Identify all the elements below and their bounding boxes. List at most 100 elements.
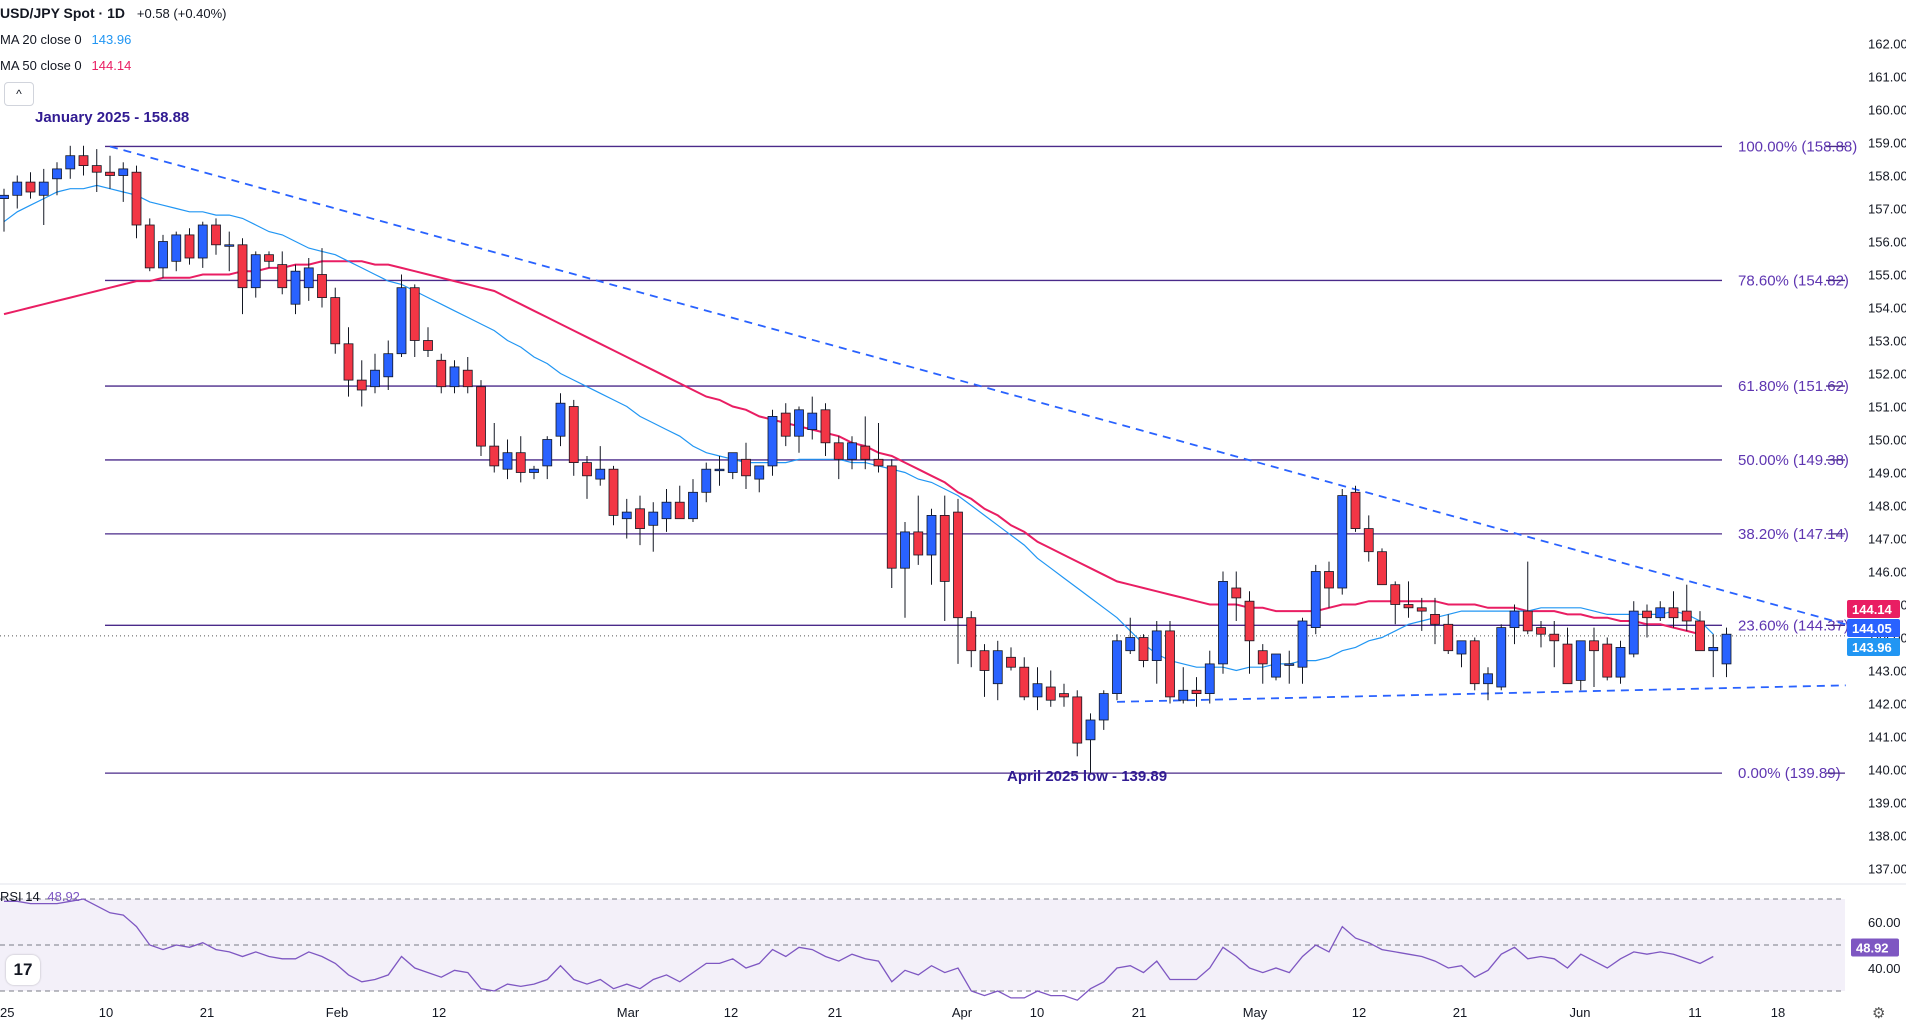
candle-body xyxy=(913,531,924,556)
candle-body xyxy=(1509,610,1520,628)
price-tick-label: 151.00 xyxy=(1868,400,1906,415)
candle xyxy=(1695,611,1705,652)
candle-body xyxy=(582,462,592,477)
time-tick-label: 21 xyxy=(1453,1005,1467,1020)
candle xyxy=(383,340,394,390)
candle xyxy=(91,149,102,192)
candle xyxy=(184,228,195,265)
time-axis[interactable]: 2025 10 21 Feb 12 Mar 12 21 Apr 10 21 May 12 21 Jun 11 1… xyxy=(0,1005,1785,1020)
collapse-legend-button[interactable]: ^ xyxy=(4,82,34,106)
candle xyxy=(65,145,76,179)
price-axis[interactable]: 137.00 138.00 139.00 140.00 141.00 142.00 143.… xyxy=(1868,37,1906,877)
candle xyxy=(1112,634,1122,701)
candle xyxy=(1191,677,1202,707)
candle xyxy=(476,380,486,456)
symbol-title[interactable]: USD/JPY Spot · 1D xyxy=(0,5,125,21)
candle-body xyxy=(1324,571,1334,589)
candle xyxy=(330,287,341,354)
price-tag-box xyxy=(1847,638,1900,656)
candle-body xyxy=(449,366,460,388)
candle-body xyxy=(1363,528,1374,553)
fib-level-label: 38.20% (147.14) xyxy=(1738,526,1849,543)
fibonacci-levels: 100.00% (158.88) 78.60% (154.82) 61.80% (1… xyxy=(0,138,1857,782)
price-tick-label: 148.00 xyxy=(1868,499,1906,514)
gear-icon[interactable]: ⚙ xyxy=(1872,1005,1886,1022)
candle xyxy=(913,495,924,565)
candle-body xyxy=(515,452,526,473)
candle xyxy=(78,145,89,176)
fib-level-label: 50.00% (149.38) xyxy=(1738,452,1849,469)
candle xyxy=(926,508,937,585)
candle-body xyxy=(0,194,9,200)
candle xyxy=(635,495,645,546)
price-tick-label: 141.00 xyxy=(1868,730,1906,745)
candle xyxy=(52,162,62,196)
candle-body xyxy=(1310,571,1321,628)
candle-body xyxy=(1284,663,1295,666)
candle xyxy=(582,456,592,499)
candle xyxy=(1522,561,1533,635)
time-tick-label: Feb xyxy=(326,1005,348,1020)
candle-body xyxy=(939,515,950,582)
candle-body xyxy=(1337,495,1348,589)
rsi-legend[interactable]: RSI 14 48.92 xyxy=(0,889,80,904)
symbol-row[interactable]: USD/JPY Spot · 1D +0.58 (+0.40%) xyxy=(0,0,227,26)
candle xyxy=(780,403,791,447)
price-tick-label: 147.00 xyxy=(1868,532,1906,547)
candle xyxy=(224,231,235,272)
candle xyxy=(1138,634,1149,668)
candle-body xyxy=(688,491,698,520)
candle xyxy=(1204,650,1215,704)
candle-body xyxy=(1708,647,1719,652)
price-tick-label: 146.00 xyxy=(1868,565,1906,580)
annotations: January 2025 - 158.88 April 2025 low - 1… xyxy=(35,109,1167,785)
time-tick-label: 10 xyxy=(1030,1005,1044,1020)
candle-body xyxy=(502,452,513,470)
candle-body xyxy=(595,468,606,480)
ma50-legend[interactable]: MA 50 close 0 144.14 xyxy=(0,52,227,78)
price-tick-label: 162.00 xyxy=(1868,37,1906,52)
ma20-legend[interactable]: MA 20 close 0 143.96 xyxy=(0,26,227,52)
candle-body xyxy=(1469,640,1480,685)
candle-body xyxy=(1390,584,1401,605)
candle xyxy=(515,436,526,483)
tradingview-logo[interactable]: 17 xyxy=(6,955,40,985)
candle-body xyxy=(1045,686,1056,701)
candle-body xyxy=(1522,610,1533,632)
candle-body xyxy=(833,442,844,460)
time-tick-label: 18 xyxy=(1771,1005,1785,1020)
candle xyxy=(1178,667,1189,704)
candle xyxy=(1469,637,1480,691)
price-tag: 144.05 xyxy=(1847,619,1900,637)
ma20-label: MA 20 close 0 xyxy=(0,32,82,47)
candle-body xyxy=(674,501,685,520)
candle-body xyxy=(568,406,579,463)
candle xyxy=(1072,690,1083,757)
candle-body xyxy=(1244,600,1255,642)
candle-body xyxy=(780,412,791,437)
candle-body xyxy=(1642,610,1652,619)
price-tag-label: 144.14 xyxy=(1852,602,1893,617)
price-tick-label: 139.00 xyxy=(1868,796,1906,811)
candle xyxy=(131,165,142,239)
candle xyxy=(1324,561,1334,608)
rsi-tick-label: 60.00 xyxy=(1868,915,1901,930)
candle xyxy=(290,264,301,315)
price-tick-label: 158.00 xyxy=(1868,169,1906,184)
candle-body xyxy=(1628,610,1639,655)
candle xyxy=(847,436,857,470)
price-tick-label: 142.00 xyxy=(1868,697,1906,712)
candle-body xyxy=(476,386,486,447)
candle xyxy=(794,406,804,453)
time-tick-label: Mar xyxy=(617,1005,640,1020)
candle-body xyxy=(754,465,765,480)
candle xyxy=(1668,591,1679,628)
candle-body xyxy=(91,165,102,173)
candle xyxy=(171,231,182,272)
candle xyxy=(356,360,367,407)
candle-body xyxy=(1549,633,1560,642)
time-tick-label: 11 xyxy=(1688,1005,1702,1020)
candle xyxy=(900,522,910,618)
time-tick-label: 12 xyxy=(432,1005,446,1020)
